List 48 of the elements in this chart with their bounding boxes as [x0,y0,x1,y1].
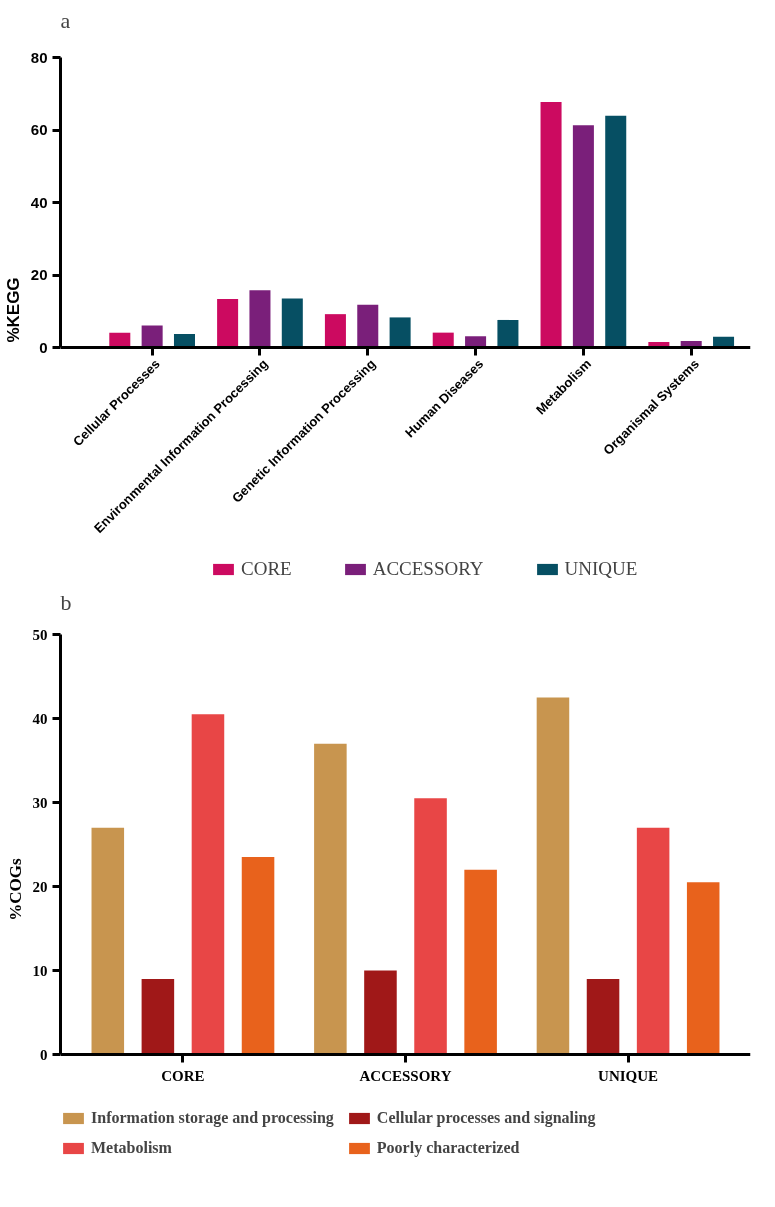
legend-label: ACCESSORY [372,558,484,580]
bar [497,319,519,348]
legend-label: Cellular processes and signaling [376,1109,596,1127]
bar [572,125,594,348]
y-tick-label: 20 [30,266,48,283]
legend-label: Metabolism [91,1139,172,1157]
bar [141,325,163,348]
y-tick-label: 30 [32,794,48,811]
y-tick-label: 0 [40,1046,48,1063]
bar [464,869,497,1055]
bar [389,317,411,348]
bar [314,743,347,1055]
bar [636,827,670,1055]
y-tick-label: 20 [32,878,48,895]
y-tick-label: 0 [39,338,48,356]
chart-title: b [60,589,72,615]
legend-label: UNIQUE [564,558,638,580]
bar [191,714,225,1055]
bar [249,290,271,348]
bar [605,115,627,348]
y-tick-label: 50 [32,626,48,643]
bar [586,978,620,1055]
y-axis-title: %KEGG [3,277,23,343]
bar [241,857,275,1055]
bar [217,298,239,348]
y-tick-label: 10 [32,962,48,979]
bar [686,882,720,1055]
x-tick-label: UNIQUE [598,1067,659,1084]
x-tick-label: ACCESSORY [359,1067,452,1084]
bar [536,697,570,1055]
y-tick-label: 60 [30,121,48,138]
bar [364,970,397,1055]
bar [324,314,346,348]
y-tick-label: 40 [32,710,48,727]
y-tick-label: 80 [30,48,48,66]
bar [414,798,447,1055]
bar [281,298,303,348]
legend-label: Information storage and processing [91,1109,334,1127]
y-tick-label: 40 [30,193,48,211]
bar [141,978,175,1055]
x-tick-label: CORE [161,1067,205,1084]
bar [540,102,562,348]
y-axis-title: %COGs [5,857,25,921]
bar [357,304,379,348]
legend-label: Poorly characterized [376,1139,520,1157]
legend-label: CORE [241,558,292,580]
chart-title: a [60,7,71,33]
bar [91,827,125,1055]
